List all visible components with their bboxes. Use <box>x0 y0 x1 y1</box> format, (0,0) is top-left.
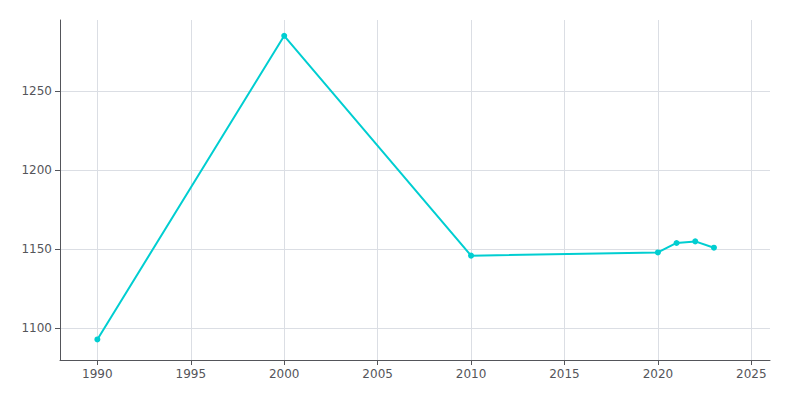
svg-text:2020: 2020 <box>643 367 674 381</box>
svg-text:1200: 1200 <box>21 163 52 177</box>
svg-text:1990: 1990 <box>82 367 113 381</box>
svg-text:1150: 1150 <box>21 242 52 256</box>
svg-text:1100: 1100 <box>21 321 52 335</box>
svg-text:2025: 2025 <box>736 367 767 381</box>
svg-text:1250: 1250 <box>21 84 52 98</box>
svg-text:2010: 2010 <box>456 367 487 381</box>
svg-text:1995: 1995 <box>176 367 207 381</box>
svg-text:2015: 2015 <box>549 367 580 381</box>
svg-text:2000: 2000 <box>269 367 300 381</box>
svg-text:2005: 2005 <box>362 367 393 381</box>
